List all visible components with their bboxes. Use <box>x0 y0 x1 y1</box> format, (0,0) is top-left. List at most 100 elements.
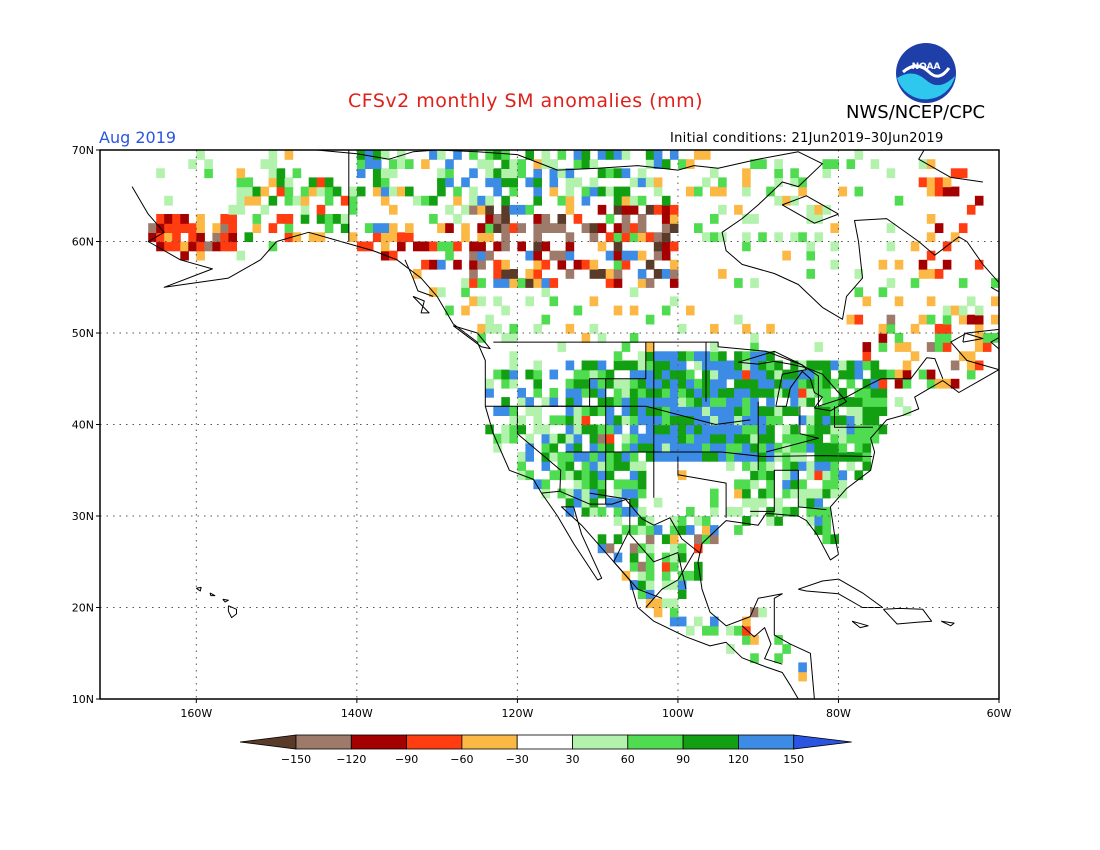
anomaly-cell <box>292 232 302 243</box>
anomaly-cell <box>669 552 679 563</box>
anomaly-cell <box>710 525 719 535</box>
anomaly-cell <box>766 323 775 334</box>
anomaly-cell <box>629 287 639 298</box>
anomaly-cell <box>790 479 799 490</box>
anomaly-cell <box>822 387 831 398</box>
anomaly-cell <box>629 232 639 243</box>
anomaly-cell <box>236 186 246 197</box>
anomaly-cell <box>894 378 904 389</box>
anomaly-cell <box>405 232 414 243</box>
anomaly-cell <box>589 442 599 453</box>
anomaly-cell <box>629 177 639 188</box>
anomaly-cell <box>718 360 727 371</box>
anomaly-cell <box>605 470 615 481</box>
anomaly-cell <box>469 278 478 288</box>
anomaly-cell <box>950 360 960 371</box>
anomaly-cell <box>364 241 374 252</box>
anomaly-cell <box>637 278 647 288</box>
anomaly-cell <box>814 415 823 426</box>
anomaly-cell <box>966 351 976 362</box>
anomaly-cell <box>589 186 599 197</box>
anomaly-cell <box>798 369 807 380</box>
anomaly-cell <box>493 186 502 197</box>
anomaly-cell <box>541 442 551 453</box>
anomaly-cell <box>814 232 823 243</box>
anomaly-cell <box>533 424 542 435</box>
lat-tick-label: 10N <box>72 693 94 706</box>
anomaly-cell <box>573 369 583 380</box>
anomaly-cell <box>645 397 655 407</box>
anomaly-cell <box>645 204 655 215</box>
anomaly-cell <box>196 250 205 261</box>
anomaly-cell <box>581 461 591 471</box>
anomaly-cell <box>629 506 639 517</box>
anomaly-cell <box>726 360 735 371</box>
anomaly-cell <box>605 451 615 462</box>
anomaly-cell <box>718 424 727 435</box>
anomaly-cell <box>734 369 743 380</box>
anomaly-cell <box>533 241 542 252</box>
anomaly-cell <box>661 433 671 444</box>
anomaly-cell <box>734 387 743 398</box>
anomaly-cell <box>589 369 599 380</box>
anomaly-cell <box>533 323 542 334</box>
anomaly-cell <box>742 397 751 407</box>
anomaly-cell <box>806 506 815 517</box>
anomaly-cell <box>782 369 791 380</box>
anomaly-cell <box>726 369 735 380</box>
anomaly-cell <box>533 278 542 288</box>
anomaly-cell <box>581 479 591 490</box>
graticule <box>100 150 999 699</box>
anomaly-cell <box>581 360 591 371</box>
anomaly-cell <box>766 406 775 416</box>
anomaly-cell <box>702 516 711 526</box>
anomaly-cell <box>477 250 486 261</box>
anomaly-cell <box>292 195 302 206</box>
anomaly-cell <box>461 305 470 316</box>
anomaly-cell <box>870 369 880 380</box>
anomaly-cell <box>661 534 671 545</box>
anomaly-cell <box>501 241 510 252</box>
anomaly-cell <box>380 186 390 197</box>
anomaly-cell <box>926 232 936 243</box>
anomaly-cell <box>686 570 695 581</box>
anomaly-cell <box>790 378 799 389</box>
anomaly-cell <box>645 451 655 462</box>
anomaly-cell <box>846 415 856 426</box>
anomaly-cell <box>894 397 904 407</box>
anomaly-cell <box>597 424 607 435</box>
anomaly-cell <box>726 625 735 636</box>
anomaly-cell <box>525 177 534 188</box>
anomaly-cell <box>605 232 615 243</box>
anomaly-cell <box>798 397 807 407</box>
anomaly-cell <box>694 433 703 444</box>
anomaly-cell <box>629 378 639 389</box>
coastlines <box>131 150 999 699</box>
anomaly-cell <box>405 159 414 169</box>
anomaly-cell <box>589 223 599 233</box>
anomaly-cell <box>581 159 591 169</box>
anomaly-cell <box>156 214 165 224</box>
anomaly-cell <box>284 223 294 233</box>
anomaly-cell <box>380 195 390 206</box>
anomaly-cell <box>726 387 735 398</box>
anomaly-cell <box>637 516 647 526</box>
anomaly-cell <box>637 214 647 224</box>
anomaly-cell <box>734 204 743 215</box>
anomaly-cell <box>501 177 510 188</box>
anomaly-cell <box>597 442 607 453</box>
anomaly-cell <box>485 195 494 206</box>
anomaly-cell <box>774 406 783 416</box>
anomaly-cell <box>340 214 350 224</box>
anomaly-cell <box>581 387 591 398</box>
anomaly-cell <box>686 424 695 435</box>
anomaly-cell <box>300 186 310 197</box>
anomaly-cell <box>734 479 743 490</box>
anomaly-cell <box>862 433 872 444</box>
anomaly-cell <box>653 186 663 197</box>
anomaly-cell <box>605 250 615 261</box>
anomaly-cell <box>469 296 478 307</box>
anomaly-cell <box>525 269 534 279</box>
anomaly-cell <box>653 415 663 426</box>
anomaly-cell <box>437 287 446 298</box>
